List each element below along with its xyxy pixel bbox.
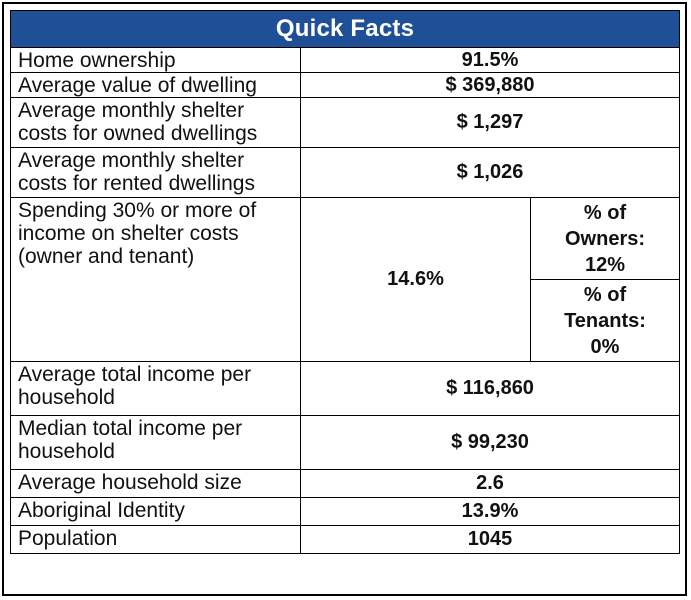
table-title: Quick Facts [10, 10, 680, 48]
row-label: Spending 30% or more of income on shelte… [10, 197, 301, 362]
row-value: $ 369,880 [300, 72, 680, 98]
row-value: 14.6% [300, 197, 531, 362]
row-label: Median total income per household [10, 415, 301, 470]
row-label: Population [10, 525, 301, 554]
table-row: Average monthly shelter costs for owned … [10, 97, 680, 148]
table-row: Home ownership 91.5% [10, 47, 680, 73]
table-row: Population 1045 [10, 525, 680, 554]
row-label: Aboriginal Identity [10, 497, 301, 526]
row-label: Average monthly shelter costs for rented… [10, 147, 301, 198]
table-row: Average total income per household $ 116… [10, 361, 680, 416]
row-value: $ 99,230 [300, 415, 680, 470]
tenants-sub-value: % of Tenants: 0% [530, 279, 680, 362]
row-label: Average monthly shelter costs for owned … [10, 97, 301, 148]
owners-sub-value: % of Owners: 12% [530, 197, 680, 280]
table-row: Average household size 2.6 [10, 469, 680, 498]
row-label: Home ownership [10, 47, 301, 73]
row-label: Average value of dwelling [10, 72, 301, 98]
row-value: $ 1,026 [300, 147, 680, 198]
row-value: 91.5% [300, 47, 680, 73]
quick-facts-table: Quick Facts Home ownership 91.5% Average… [10, 10, 680, 554]
table-row: Average monthly shelter costs for rented… [10, 147, 680, 198]
row-value: 1045 [300, 525, 680, 554]
table-row: Spending 30% or more of income on shelte… [10, 197, 680, 362]
row-value: $ 116,860 [300, 361, 680, 416]
table-row: Aboriginal Identity 13.9% [10, 497, 680, 526]
row-value: $ 1,297 [300, 97, 680, 148]
row-value: 13.9% [300, 497, 680, 526]
table-row: Average value of dwelling $ 369,880 [10, 72, 680, 98]
table-row: Median total income per household $ 99,2… [10, 415, 680, 470]
row-label: Average household size [10, 469, 301, 498]
row-label: Average total income per household [10, 361, 301, 416]
row-value: 2.6 [300, 469, 680, 498]
